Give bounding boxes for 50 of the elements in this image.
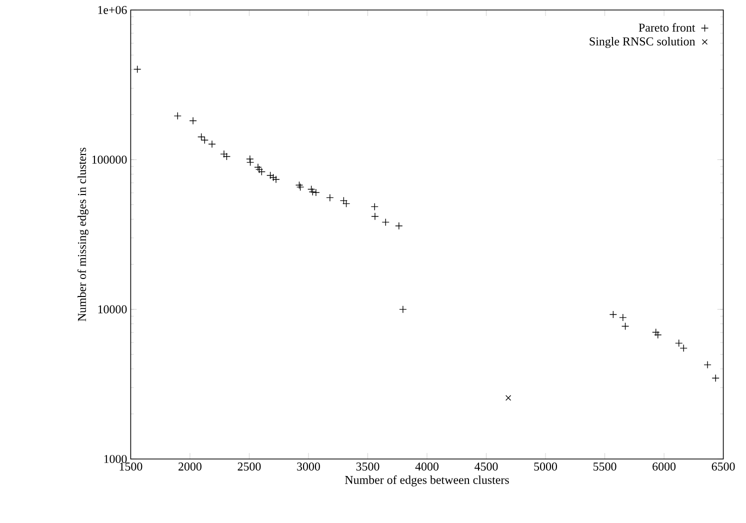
x-tick-label: 3000 <box>297 462 320 471</box>
point <box>342 200 350 208</box>
point <box>200 136 209 144</box>
point <box>220 150 228 158</box>
point <box>197 133 206 141</box>
point <box>133 65 142 74</box>
point <box>340 196 348 205</box>
y-tick-label: 1e+06 <box>98 6 127 14</box>
y-tick-label: 1000 <box>104 454 127 464</box>
point <box>269 174 278 182</box>
x-tick-label: 4500 <box>474 462 498 471</box>
point <box>255 166 264 174</box>
point <box>395 222 403 230</box>
point <box>208 140 216 148</box>
point <box>295 181 304 189</box>
point <box>222 152 231 160</box>
x-tick-label: 5500 <box>594 462 616 471</box>
point <box>505 395 512 401</box>
legend-label: Single RNSC solution <box>590 37 696 48</box>
x-tick-label: 2000 <box>178 462 202 471</box>
x-tick-label: 4000 <box>415 462 438 471</box>
x-tick-label: 1500 <box>120 462 142 471</box>
y-tick-label: 100000 <box>92 156 127 164</box>
point <box>609 310 618 318</box>
x-axis-title: Number of edges between clusters <box>345 475 509 486</box>
point <box>382 218 390 226</box>
point <box>399 305 407 314</box>
point <box>619 314 627 322</box>
point <box>371 212 379 220</box>
point <box>712 374 720 382</box>
point <box>704 360 712 369</box>
legend-label: Pareto front <box>638 23 696 32</box>
y-tick-label: 10000 <box>98 305 127 314</box>
x-tick-label: 3500 <box>356 462 380 471</box>
y-axis-title: Number of missing edges in clusters <box>77 148 88 322</box>
point <box>654 331 662 339</box>
point <box>652 328 660 336</box>
point <box>246 158 254 166</box>
point <box>246 155 254 163</box>
x-tick-label: 6500 <box>712 462 735 471</box>
point <box>621 322 630 330</box>
point <box>308 188 316 196</box>
x-tick-label: 5000 <box>534 462 558 471</box>
point <box>326 194 334 202</box>
point <box>296 183 304 191</box>
x-tick-label: 6000 <box>652 462 676 471</box>
point <box>370 202 378 211</box>
point <box>189 116 197 125</box>
x-tick-label: 2500 <box>238 462 261 471</box>
point <box>174 112 182 120</box>
